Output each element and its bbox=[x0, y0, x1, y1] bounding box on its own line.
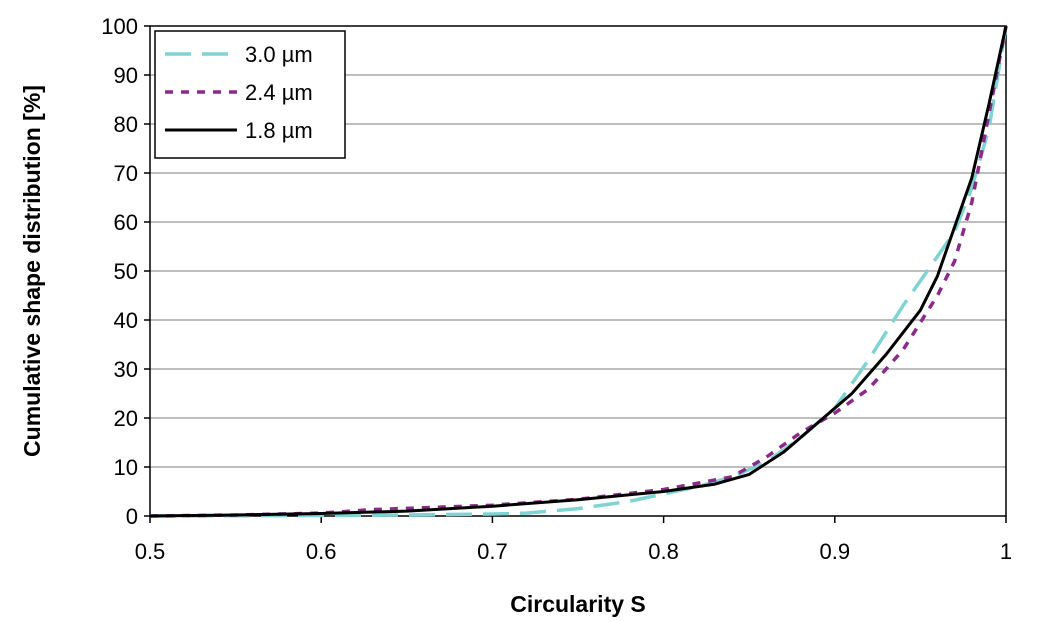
y-tick-label: 0 bbox=[126, 504, 138, 529]
x-tick-label: 0.6 bbox=[306, 539, 337, 564]
y-tick-label: 70 bbox=[114, 161, 138, 186]
x-tick-label: 0.5 bbox=[135, 539, 166, 564]
x-tick-label: 0.9 bbox=[820, 539, 851, 564]
legend-label: 1.8 µm bbox=[245, 118, 313, 143]
y-tick-label: 30 bbox=[114, 357, 138, 382]
series-lines bbox=[149, 25, 1008, 518]
x-axis: 0.5 0.6 0.7 0.8 0.9 1 bbox=[135, 516, 1012, 564]
y-tick-label: 20 bbox=[114, 406, 138, 431]
legend-box bbox=[154, 30, 346, 159]
y-tick-label: 60 bbox=[114, 210, 138, 235]
y-tick-label: 50 bbox=[114, 259, 138, 284]
y-tick-label: 40 bbox=[114, 308, 138, 333]
legend-label: 2.4 µm bbox=[245, 80, 313, 105]
x-axis-title: Circularity S bbox=[510, 591, 646, 617]
legend: 3.0 µm 2.4 µm 1.8 µm bbox=[154, 30, 346, 159]
series-line bbox=[149, 25, 1008, 518]
series-line bbox=[149, 25, 1008, 518]
y-axis-title: Cumulative shape distribution [%] bbox=[19, 85, 45, 457]
x-tick-label: 0.8 bbox=[648, 539, 679, 564]
y-axis: 0 10 20 30 40 50 60 70 80 90 100 bbox=[101, 14, 150, 529]
y-tick-label: 100 bbox=[101, 14, 138, 39]
series-line bbox=[149, 25, 1008, 518]
x-tick-label: 0.7 bbox=[477, 539, 508, 564]
grid-lines bbox=[150, 74, 1006, 468]
legend-label: 3.0 µm bbox=[245, 42, 313, 67]
y-tick-label: 10 bbox=[114, 455, 138, 480]
x-tick-label: 1 bbox=[1000, 539, 1012, 564]
y-tick-label: 90 bbox=[114, 63, 138, 88]
y-tick-label: 80 bbox=[114, 112, 138, 137]
